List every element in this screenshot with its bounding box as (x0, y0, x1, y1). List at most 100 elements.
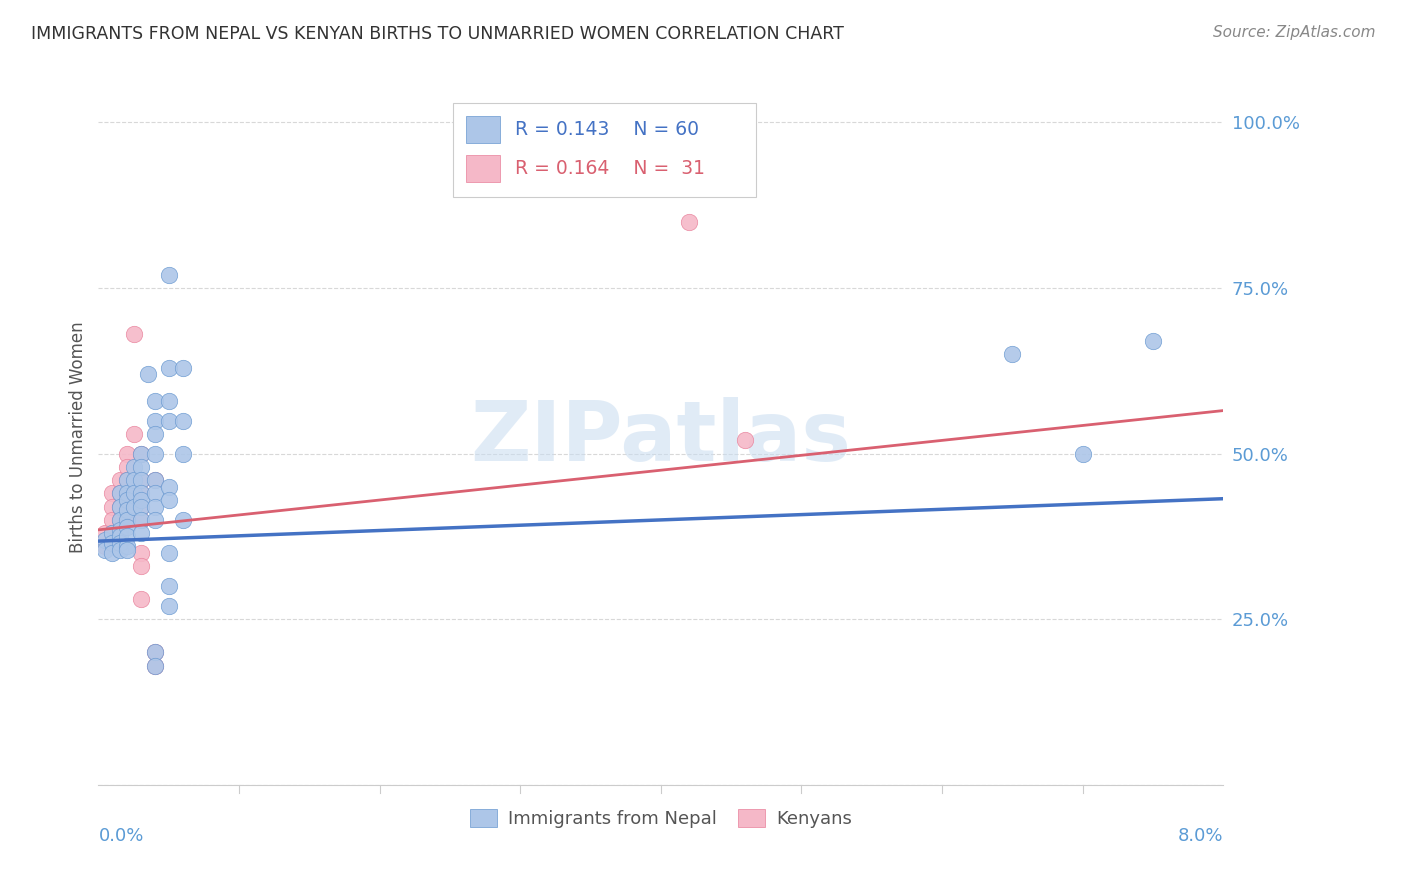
Point (157, 579, 180, 593)
Point (101, 513, 124, 527)
Point (122, 500, 145, 514)
Point (129, 486, 152, 500)
Point (129, 500, 152, 514)
Point (129, 513, 152, 527)
Point (122, 459, 145, 474)
Point (101, 526, 124, 541)
Point (115, 540, 138, 554)
Point (108, 486, 131, 500)
Point (122, 327, 145, 342)
Point (101, 526, 124, 541)
Point (157, 413, 180, 427)
Text: R = 0.143    N = 60: R = 0.143 N = 60 (515, 120, 699, 139)
Point (157, 493, 180, 508)
Point (115, 503, 138, 517)
Point (1142, 334, 1164, 348)
Point (129, 473, 152, 487)
Point (129, 459, 152, 474)
Point (115, 486, 138, 500)
Point (108, 523, 131, 537)
Point (157, 599, 180, 613)
Point (157, 268, 180, 282)
Point (101, 486, 124, 500)
Point (115, 542, 138, 557)
Point (143, 413, 166, 427)
Point (129, 526, 152, 541)
Point (108, 536, 131, 550)
Point (157, 360, 180, 375)
Point (115, 529, 138, 543)
Point (143, 473, 166, 487)
Text: ZIPatlas: ZIPatlas (471, 397, 851, 477)
Point (108, 486, 131, 500)
FancyBboxPatch shape (467, 116, 501, 143)
Point (143, 447, 166, 461)
Point (157, 546, 180, 560)
Point (1071, 447, 1094, 461)
Point (115, 473, 138, 487)
Point (129, 493, 152, 508)
Point (143, 658, 166, 673)
Point (101, 536, 124, 550)
Point (115, 519, 138, 533)
Point (136, 367, 159, 381)
Point (143, 513, 166, 527)
Point (108, 542, 131, 557)
Point (129, 473, 152, 487)
Point (108, 473, 131, 487)
FancyBboxPatch shape (467, 155, 501, 182)
Point (108, 500, 131, 514)
Point (157, 480, 180, 494)
Point (115, 493, 138, 508)
Point (115, 473, 138, 487)
Point (94, 533, 117, 547)
Point (172, 447, 194, 461)
Point (143, 473, 166, 487)
Point (115, 447, 138, 461)
Point (122, 473, 145, 487)
Point (172, 360, 194, 375)
Point (101, 546, 124, 560)
Point (115, 486, 138, 500)
Point (108, 513, 131, 527)
Point (129, 486, 152, 500)
Point (1001, 347, 1024, 361)
Point (143, 500, 166, 514)
Point (108, 513, 131, 527)
Point (129, 513, 152, 527)
Point (143, 393, 166, 408)
Point (101, 500, 124, 514)
Point (143, 486, 166, 500)
Text: IMMIGRANTS FROM NEPAL VS KENYAN BIRTHS TO UNMARRIED WOMEN CORRELATION CHART: IMMIGRANTS FROM NEPAL VS KENYAN BIRTHS T… (31, 25, 844, 43)
Text: R = 0.164    N =  31: R = 0.164 N = 31 (515, 159, 704, 178)
Text: Source: ZipAtlas.com: Source: ZipAtlas.com (1212, 25, 1375, 40)
Point (650, 135, 672, 149)
Text: 0.0%: 0.0% (98, 827, 143, 845)
Point (115, 513, 138, 527)
Legend: Immigrants from Nepal, Kenyans: Immigrants from Nepal, Kenyans (463, 801, 859, 835)
Y-axis label: Births to Unmarried Women: Births to Unmarried Women (69, 321, 87, 553)
Point (143, 645, 166, 659)
Point (172, 413, 194, 427)
Point (172, 513, 194, 527)
Point (129, 546, 152, 560)
Point (678, 215, 700, 229)
Point (734, 434, 756, 448)
Point (122, 426, 145, 441)
Point (115, 513, 138, 527)
Point (143, 426, 166, 441)
Text: 8.0%: 8.0% (1178, 827, 1223, 845)
Point (94, 542, 117, 557)
Point (129, 447, 152, 461)
Point (115, 459, 138, 474)
FancyBboxPatch shape (453, 103, 756, 197)
Point (129, 559, 152, 574)
Point (143, 645, 166, 659)
Point (94, 526, 117, 541)
Point (143, 658, 166, 673)
Point (129, 447, 152, 461)
Point (129, 500, 152, 514)
Point (94, 540, 117, 554)
Point (129, 592, 152, 607)
Point (108, 529, 131, 543)
